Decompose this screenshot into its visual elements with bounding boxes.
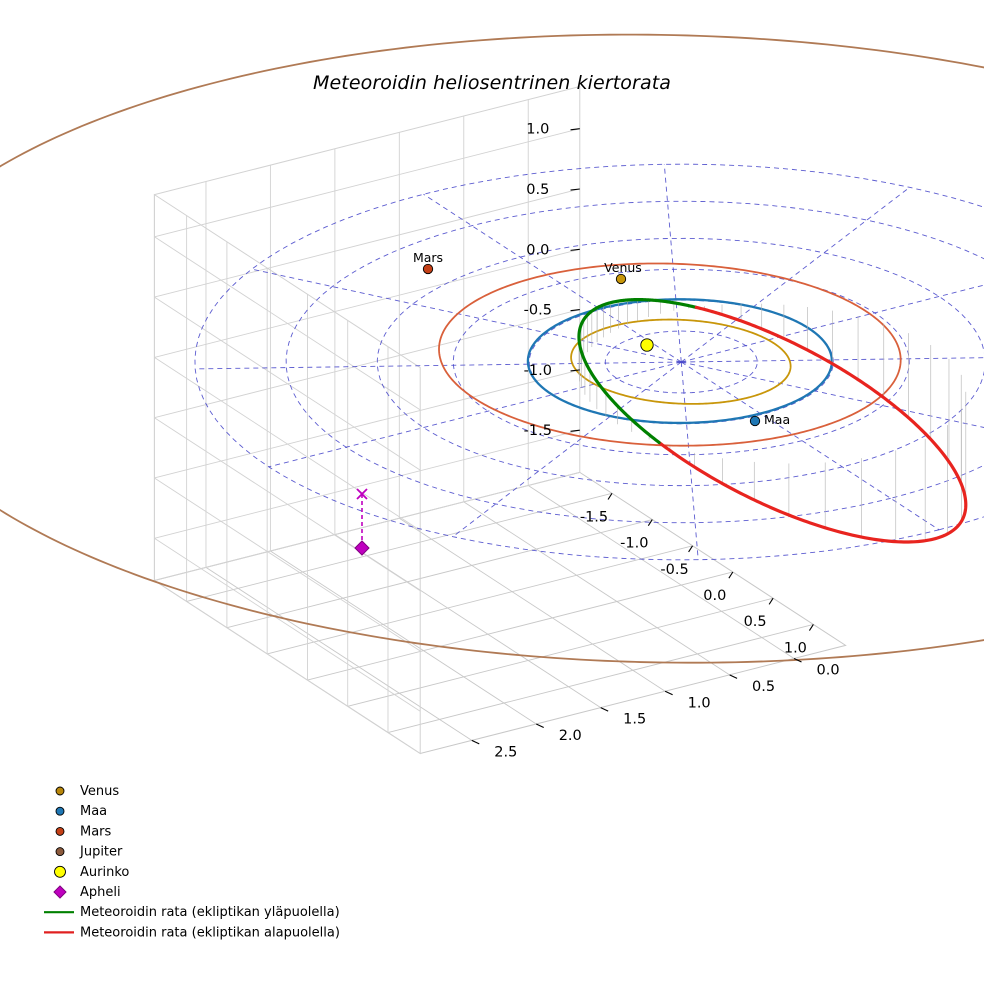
legend-label: Apheli [80,885,121,900]
z-tick-5-tick [570,429,580,432]
label-maa: Maa [764,412,790,427]
z-tick-5: -1.5 [524,423,552,439]
label-mars: Mars [413,250,443,265]
x-tick-2: -0.5 [660,562,688,578]
y-tick-0: 0.0 [817,662,840,678]
legend-label: Meteoroidin rata (ekliptikan yläpuolella… [80,905,340,920]
orbit-venus-rata [570,318,792,405]
aphelion-cross-icon [356,488,368,500]
legend-item: Mars [55,824,112,839]
x-tick-0: -1.5 [580,509,608,525]
aphelion-marker [354,488,370,556]
y-tick-5: 2.5 [494,744,517,760]
legend-circle-icon [55,806,65,816]
legend-item: Maa [55,804,107,819]
meteoroid-above-ecliptic [595,298,698,310]
axis-tick-labels: 1.0 0.5 0.0 -0.5 -1.0 -1.5 -1.5 -1.0 -0.5 0.0 0.5 1… [471,122,840,760]
y-tick-1-tick [729,674,738,679]
legend: Venus Maa Mars Jupiter Aurinko Apheli Meteoroi… [44,784,340,940]
x-tick-0-tick [607,493,613,500]
legend-item: Jupiter [55,845,123,860]
marker-mars[interactable] [422,263,434,275]
marker-venus[interactable] [615,273,627,285]
z-tick-4: -1.0 [524,363,552,379]
y-tick-4: 2.0 [559,728,582,744]
legend-item: Meteoroidin rata (ekliptikan yläpuolella… [44,905,340,920]
legend-diamond-icon [53,885,67,899]
y-tick-4-tick [535,723,544,729]
z-tick-1: 0.5 [526,182,549,198]
legend-item: Aurinko [54,865,129,880]
x-tick-1: -1.0 [620,536,648,552]
z-tick-2: 0.0 [526,242,549,258]
y-tick-1: 0.5 [752,679,775,695]
legend-label: Jupiter [79,845,123,860]
legend-item: Venus [55,784,119,799]
x-tick-3: 0.0 [703,588,726,604]
legend-label: Aurinko [80,865,129,880]
y-tick-2-tick [664,690,673,696]
label-venus: Venus [604,260,642,275]
legend-item: Apheli [53,885,121,900]
z-tick-3: -0.5 [524,303,552,319]
x-tick-2-tick [688,545,694,553]
meteoroid-below-ecliptic [657,305,968,544]
legend-label: Venus [80,784,119,799]
orbit-jupiter-rata [0,33,984,664]
x-tick-3-tick [728,571,734,579]
meteoroid-above-ecliptic [577,306,661,445]
legend-label: Meteoroidin rata (ekliptikan alapuolella… [80,925,340,940]
z-tick-2-tick [570,248,580,251]
z-tick-4-tick [570,369,580,372]
x-tick-4-tick [768,597,774,605]
z-tick-0: 1.0 [526,122,549,138]
x-tick-4: 0.5 [744,614,767,630]
legend-circle-icon [55,847,65,857]
legend-circle-icon [55,826,65,836]
orbit-maa-rata [526,298,834,425]
marker-aurinko[interactable] [640,338,654,352]
axes-grid [153,85,847,755]
celestial-body-markers: Mars Venus Maa [413,250,790,427]
y-tick-2: 1.0 [688,695,711,711]
x-tick-5-tick [808,624,814,631]
y-tick-3-tick [600,707,609,712]
aphelion-diamond-icon[interactable] [354,540,370,556]
legend-circle-icon [55,786,65,796]
x-tick-5: 1.0 [784,640,807,656]
marker-maa[interactable] [749,415,761,427]
legend-label: Maa [80,804,107,819]
y-tick-3: 1.5 [623,712,646,728]
z-tick-1-tick [570,188,580,191]
y-tick-0-tick [793,658,802,663]
x-tick-1-tick [647,519,653,527]
meteoroid-orbit [577,298,968,544]
polar-grid [194,163,984,561]
legend-label: Mars [80,824,112,839]
z-tick-0-tick [570,128,580,131]
orbit-mars-rata [438,262,902,447]
legend-circle-icon [54,865,66,878]
z-tick-3-tick [570,309,580,312]
legend-item: Meteoroidin rata (ekliptikan alapuolella… [44,925,340,940]
planet-orbits [0,33,984,664]
y-tick-5-tick [471,739,480,745]
page-title: Meteoroidin heliosentrinen kiertorata [313,72,671,94]
